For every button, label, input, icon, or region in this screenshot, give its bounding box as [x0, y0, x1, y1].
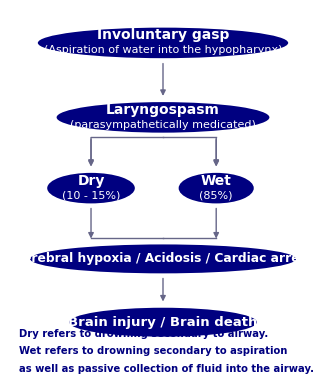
Text: (parasympathetically medicated): (parasympathetically medicated) — [70, 120, 256, 130]
Ellipse shape — [69, 308, 257, 337]
Text: (10 - 15%): (10 - 15%) — [62, 191, 120, 201]
Text: Laryngospasm: Laryngospasm — [106, 103, 220, 117]
Text: (85%): (85%) — [200, 191, 233, 201]
Ellipse shape — [47, 173, 135, 203]
Text: (Aspiration of water into the hypopharynx): (Aspiration of water into the hypopharyn… — [44, 45, 282, 55]
Ellipse shape — [57, 102, 269, 133]
Text: Wet refers to drowning secondary to aspiration: Wet refers to drowning secondary to aspi… — [19, 347, 288, 356]
Text: as well as passive collection of fluid into the airway.: as well as passive collection of fluid i… — [19, 364, 314, 374]
Ellipse shape — [38, 28, 288, 58]
Text: Brain injury / Brain death: Brain injury / Brain death — [68, 316, 258, 329]
Ellipse shape — [179, 173, 254, 203]
Text: Wet: Wet — [201, 174, 232, 188]
Text: Cerebral hypoxia / Acidosis / Cardiac arrest: Cerebral hypoxia / Acidosis / Cardiac ar… — [14, 252, 312, 265]
Ellipse shape — [30, 244, 296, 273]
Text: Dry: Dry — [77, 174, 105, 188]
Text: Involuntary gasp: Involuntary gasp — [97, 28, 229, 43]
Text: Dry refers to drowning secondary to airway.: Dry refers to drowning secondary to airw… — [19, 329, 268, 339]
